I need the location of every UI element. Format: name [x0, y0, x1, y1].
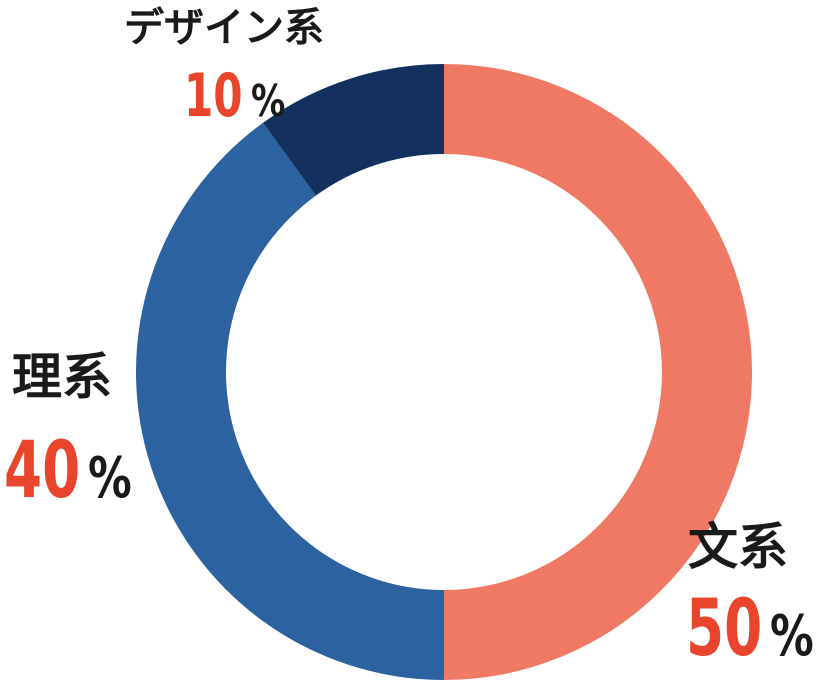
- slice-percent-rikei: 40%: [4, 432, 144, 510]
- percent-sign: %: [251, 76, 286, 127]
- donut-slices: [136, 63, 752, 680]
- slice-design: [262, 63, 444, 196]
- slice-percent-design: 10%: [184, 66, 295, 126]
- slice-label-rikei: 理系: [12, 348, 112, 406]
- slice-percent-value-design: 10: [184, 61, 243, 131]
- slice-label-bunkei: 文系: [688, 518, 788, 576]
- slice-percent-bunkei: 50%: [686, 590, 826, 668]
- slice-percent-value-bunkei: 50: [686, 584, 763, 674]
- slice-percent-value-rikei: 40: [4, 426, 81, 516]
- percent-sign: %: [87, 446, 132, 511]
- slice-bunkei: [444, 64, 752, 680]
- slice-label-design: デザイン系: [124, 5, 324, 51]
- percent-sign: %: [769, 604, 814, 669]
- slice-rikei: [136, 122, 444, 680]
